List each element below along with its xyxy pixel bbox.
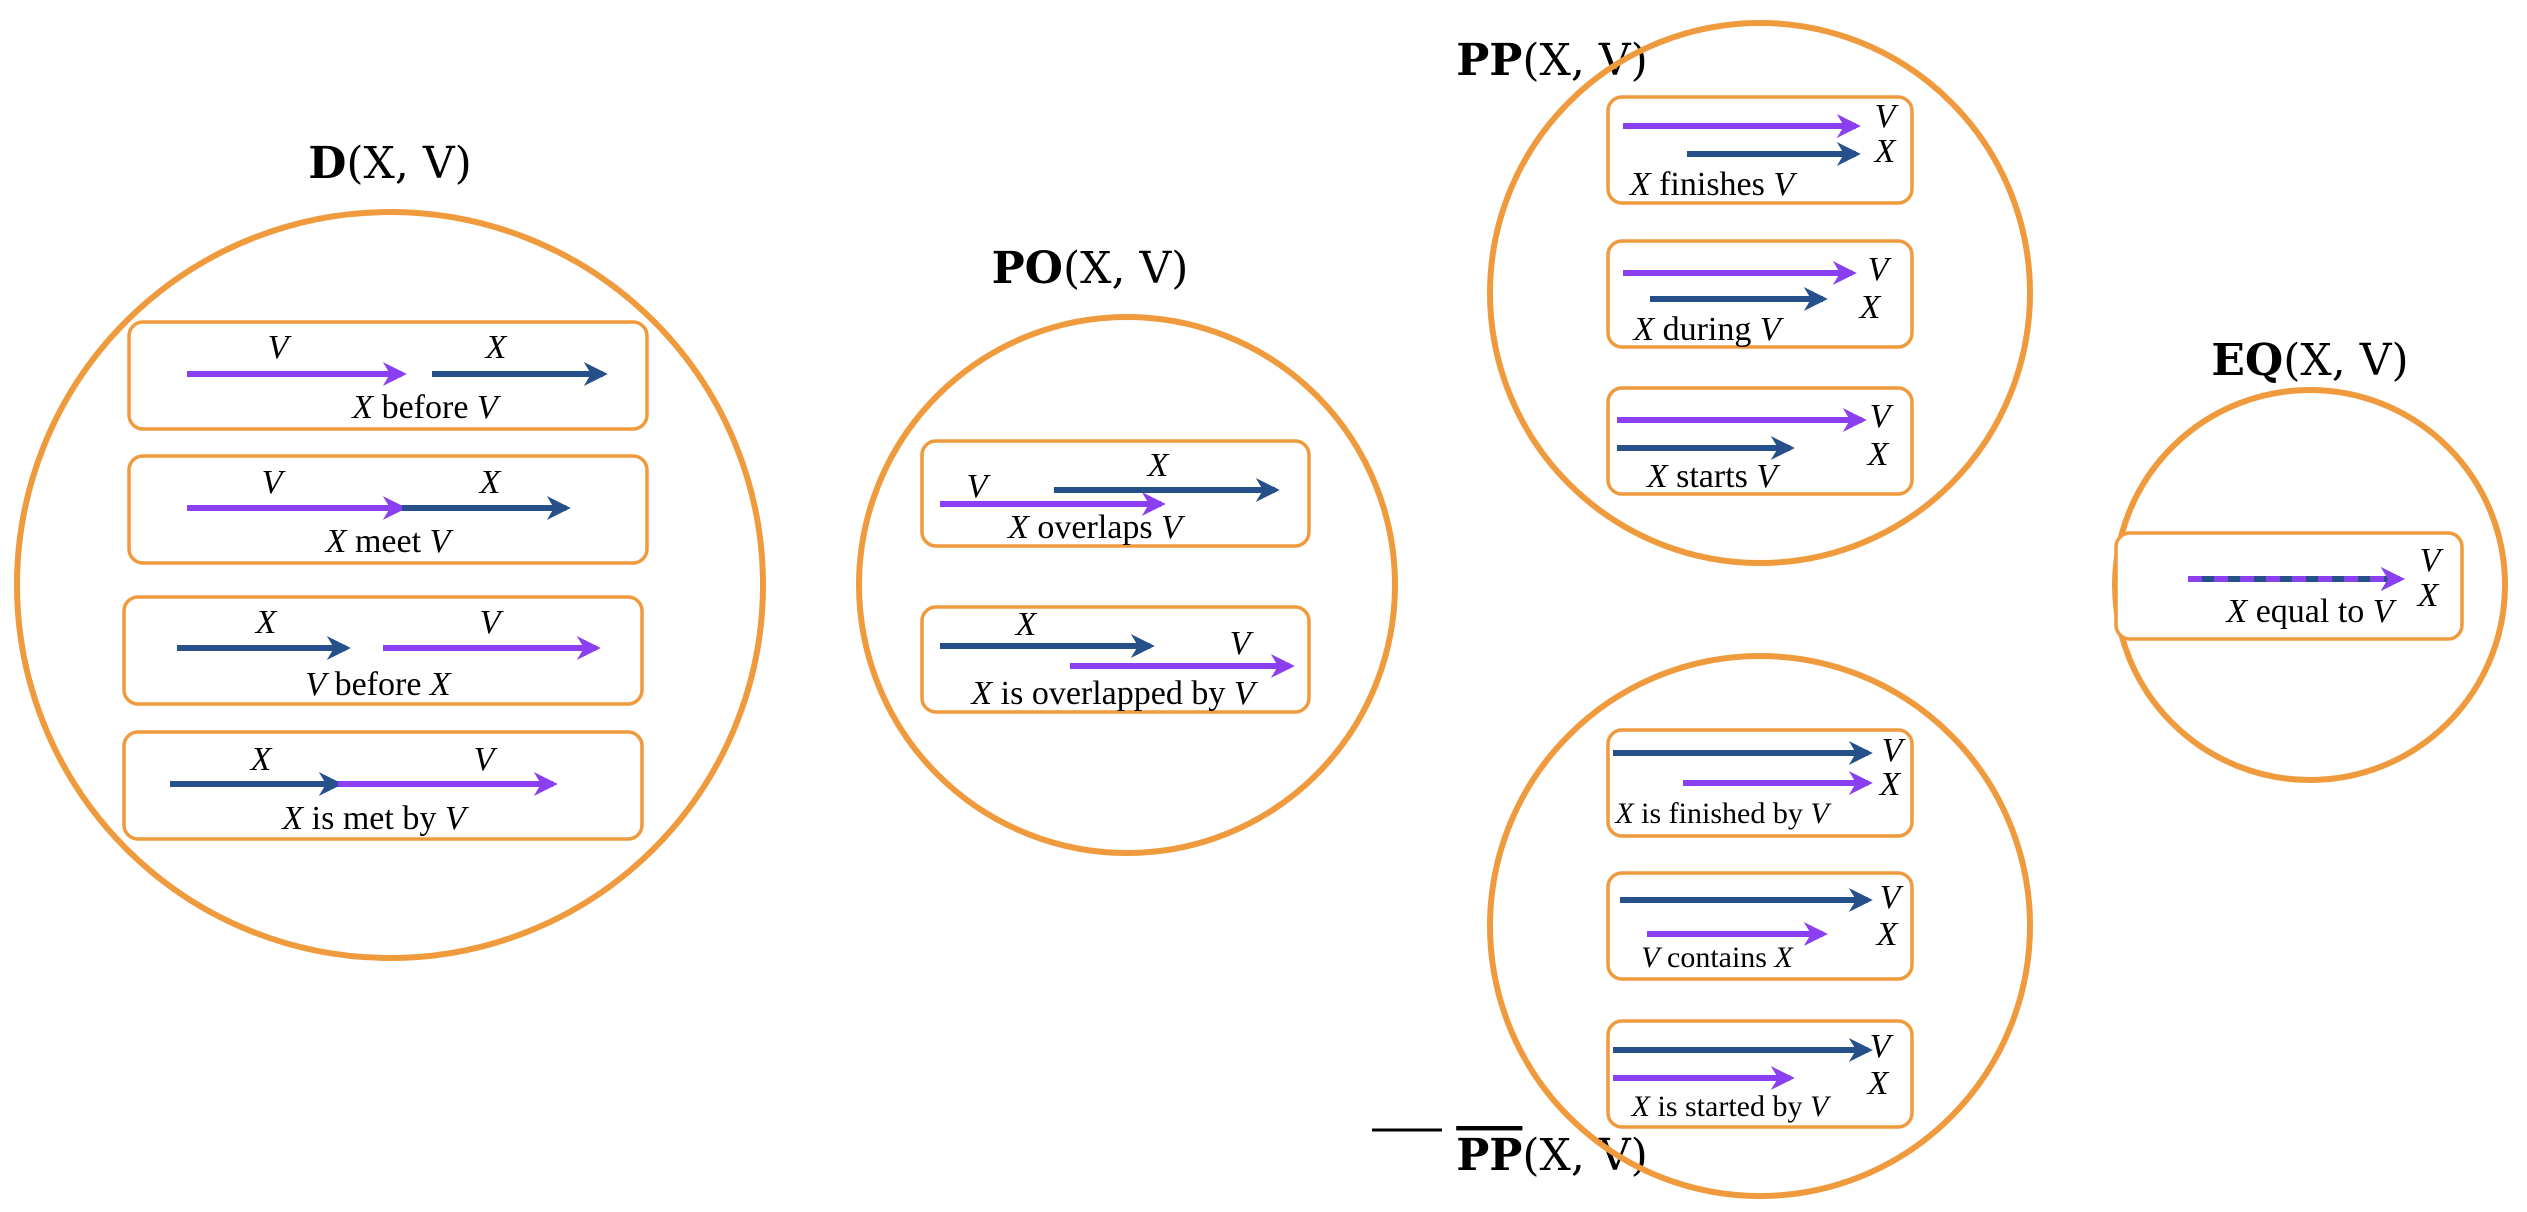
x-label: X — [1858, 289, 1882, 326]
x-label: X — [478, 464, 502, 501]
relation-caption: X before V — [350, 389, 502, 426]
relation-box — [920, 439, 1311, 548]
group-proper-part-inverse-circle — [1487, 653, 2033, 1199]
x-label: X — [1146, 447, 1170, 484]
x-label: X — [1866, 1065, 1890, 1102]
group-proper-part-circle — [1487, 20, 2033, 566]
x-label: X — [249, 741, 273, 778]
relation-caption: X finishes V — [1628, 166, 1799, 203]
relation-caption: X is overlapped by V — [969, 675, 1259, 712]
group-proper-part-inverse: PP(X, V) V X X is finished by V V X V co… — [1372, 653, 2033, 1199]
relation-x-overlaps-v: V X X overlaps V — [920, 439, 1311, 548]
relation-x-is-started-by-v: V X X is started by V — [1606, 1019, 1914, 1129]
x-label: X — [254, 604, 278, 641]
relation-x-meet-v: V X X meet V — [127, 454, 649, 565]
group-disjoint-title: D(X, V) — [308, 138, 472, 189]
group-partial-overlap: PO(X, V) V X X overlaps V X V X is overl… — [856, 243, 1398, 856]
x-label: X — [1878, 766, 1902, 803]
relation-box — [1606, 386, 1914, 496]
group-equal: EQ(X, V) V X X equal to V — [2112, 335, 2508, 783]
group-disjoint: D(X, V) V X X before V V X X meet V X V — [14, 138, 766, 961]
relation-x-is-overlapped-by-v: X V X is overlapped by V — [920, 605, 1311, 714]
x-label: X — [1875, 916, 1899, 953]
group-proper-part: PP(X, V) V X X finishes V V X X during V… — [1456, 20, 2033, 566]
relation-caption: X is started by V — [1631, 1090, 1832, 1123]
x-label: X — [1873, 133, 1897, 170]
x-label: X — [484, 329, 508, 366]
relation-v-before-x: X V V before X — [122, 595, 644, 706]
group-disjoint-circle — [14, 209, 766, 961]
relation-caption: X meet V — [324, 523, 455, 560]
relation-v-contains-x: V X V contains X — [1606, 871, 1914, 981]
relation-x-equal-to-v: V X X equal to V — [2114, 531, 2464, 641]
x-label: X — [1866, 436, 1890, 473]
relation-x-starts-v: V X X starts V — [1606, 386, 1914, 496]
relation-caption: X starts V — [1645, 458, 1782, 495]
group-partial-overlap-circle — [856, 314, 1398, 856]
relation-x-during-v: V X X during V — [1606, 239, 1914, 349]
relation-x-is-finished-by-v: V X X is finished by V — [1606, 728, 1914, 838]
relation-caption: X is met by V — [280, 800, 469, 837]
relation-caption: X overlaps V — [1006, 509, 1186, 546]
relation-x-finishes-v: V X X finishes V — [1606, 95, 1914, 205]
relation-box — [920, 605, 1311, 714]
relation-caption: X equal to V — [2224, 593, 2397, 630]
x-label: X — [2416, 577, 2440, 614]
relation-caption: V contains X — [1641, 941, 1794, 974]
relation-caption: V before X — [305, 666, 452, 703]
group-partial-overlap-title: PO(X, V) — [992, 243, 1189, 294]
relation-box — [2114, 531, 2464, 641]
relation-x-is-met-by-v: X V X is met by V — [122, 730, 644, 841]
relation-caption: X during V — [1631, 311, 1785, 348]
relation-caption: X is finished by V — [1614, 797, 1832, 830]
relation-x-before-v: V X X before V — [127, 320, 649, 431]
group-proper-part-inverse-title: PP(X, V) — [1456, 1130, 1648, 1181]
group-equal-title: EQ(X, V) — [2211, 335, 2408, 386]
x-label: X — [1014, 606, 1038, 643]
